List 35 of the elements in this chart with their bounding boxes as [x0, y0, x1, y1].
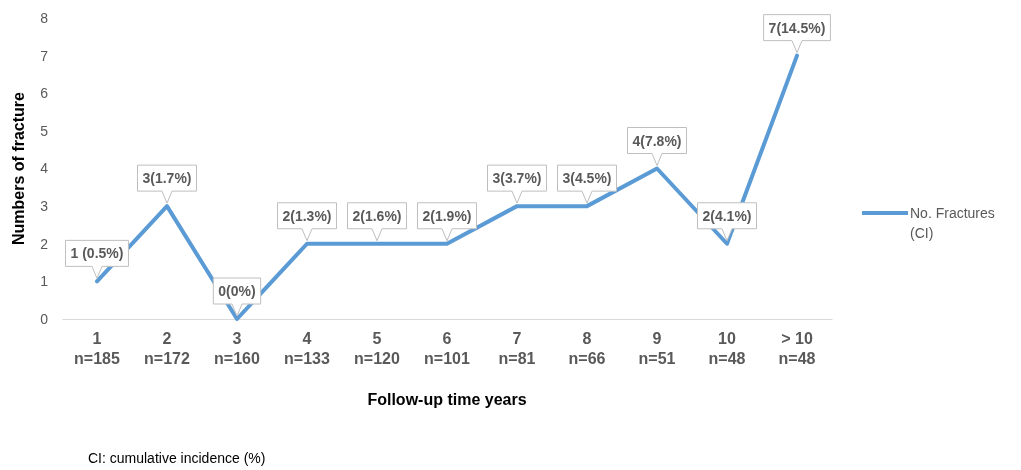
x-tick-label: 10 n=48 [708, 330, 746, 367]
y-axis-title: Numbers of fracture [10, 91, 27, 245]
x-tick-label: > 10 n=48 [778, 330, 816, 367]
legend-label: No. Fractures (CI) [910, 205, 995, 241]
y-tick-label: 3 [40, 198, 49, 215]
y-tick-label: 7 [40, 47, 49, 64]
y-tick-label: 1 [40, 273, 49, 290]
y-tick-label: 0 [40, 310, 49, 327]
x-axis-title: Follow-up time years [367, 391, 527, 408]
x-tick-label: 6 n=101 [424, 330, 471, 367]
y-tick-label: 5 [40, 122, 49, 139]
data-label: 1 (0.5%) [70, 245, 124, 262]
y-tick-label: 6 [40, 85, 49, 102]
data-label: 2(1.6%) [352, 207, 402, 224]
x-tick-label: 7 n=81 [498, 330, 536, 367]
x-tick-label: 5 n=120 [354, 330, 401, 367]
data-label: 4(7.8%) [632, 132, 682, 149]
y-tick-label: 8 [40, 9, 49, 26]
x-tick-label: 9 n=51 [638, 330, 676, 367]
x-tick-label: 2 n=172 [144, 330, 191, 367]
text: CI: cumulative incidence (%) [88, 450, 266, 466]
x-tick-label: 8 n=66 [568, 330, 606, 367]
data-label: 2(1.3%) [282, 207, 332, 224]
data-label: 3(4.5%) [562, 170, 612, 187]
y-tick-label: 2 [40, 235, 49, 252]
y-tick-label: 4 [40, 160, 49, 177]
data-label: 3(1.7%) [142, 170, 192, 187]
data-label: 3(3.7%) [492, 170, 542, 187]
data-label: 2(4.1%) [702, 207, 752, 224]
x-tick-label: 1 n=185 [74, 330, 121, 367]
data-label: 7(14.5%) [768, 19, 826, 36]
data-label: 0(0%) [218, 283, 256, 299]
x-tick-label: 4 n=133 [284, 330, 331, 367]
x-tick-label: 3 n=160 [214, 330, 261, 367]
data-label: 2(1.9%) [422, 207, 472, 224]
